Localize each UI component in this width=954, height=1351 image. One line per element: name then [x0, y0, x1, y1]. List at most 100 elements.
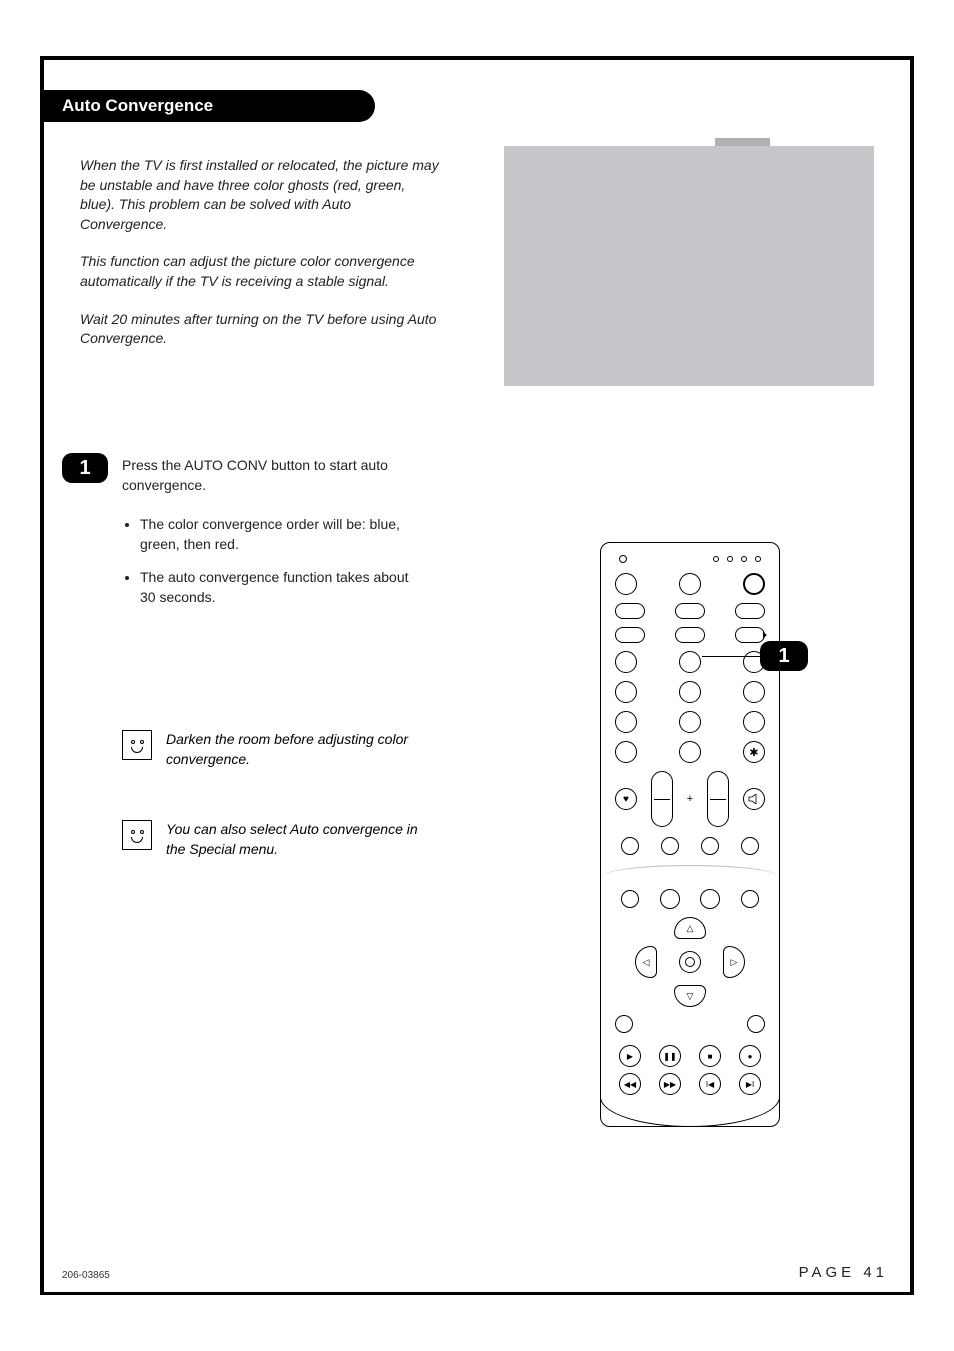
- section-title: Auto Convergence: [62, 96, 213, 116]
- page-number: PAGE 41: [799, 1264, 888, 1281]
- remote-num-button[interactable]: [743, 711, 765, 733]
- remote-numpad-row: [615, 711, 765, 733]
- remote-row: [615, 889, 765, 909]
- remote-star-button[interactable]: ✱: [743, 741, 765, 763]
- callout-badge-1: 1: [760, 641, 808, 671]
- remote-bottom-curve: [600, 1097, 780, 1127]
- remote-illustration: ✱ ♥ +: [600, 542, 800, 1127]
- tip-icon: [122, 730, 152, 760]
- tip-1: Darken the room before adjusting color c…: [122, 730, 422, 769]
- remote-num-button[interactable]: [679, 711, 701, 733]
- callout-number: 1: [778, 645, 789, 668]
- document-number: 206-03865: [62, 1270, 110, 1281]
- dpad-down[interactable]: ▽: [674, 985, 706, 1007]
- callout-line: [702, 656, 760, 657]
- remote-top-dots: [615, 555, 765, 563]
- step-number: 1: [79, 457, 90, 480]
- remote-numpad-row: [615, 681, 765, 703]
- remote-num-button[interactable]: [615, 651, 637, 673]
- remote-body: ✱ ♥ +: [600, 542, 780, 1127]
- remote-button[interactable]: [661, 837, 679, 855]
- pause-button[interactable]: ❚❚: [659, 1045, 681, 1067]
- remote-button[interactable]: [741, 837, 759, 855]
- remote-mute-button[interactable]: [743, 788, 765, 810]
- remote-power-button[interactable]: [743, 573, 765, 595]
- remote-button[interactable]: [615, 603, 645, 619]
- remote-channel-rocker[interactable]: [707, 771, 729, 827]
- step-bullets: The color convergence order will be: blu…: [122, 515, 422, 607]
- remote-button[interactable]: [615, 573, 637, 595]
- remote-num-button[interactable]: [615, 681, 637, 703]
- step-bullet-2: The auto convergence function takes abou…: [140, 568, 422, 607]
- step-content: Press the AUTO CONV button to start auto…: [122, 456, 422, 622]
- intro-p1: When the TV is first installed or reloca…: [80, 156, 440, 234]
- fwd-button[interactable]: ▶▶: [659, 1073, 681, 1095]
- record-button[interactable]: ●: [739, 1045, 761, 1067]
- stop-button[interactable]: ■: [699, 1045, 721, 1067]
- step-badge-1: 1: [62, 453, 108, 483]
- remote-playback-row: ◀◀ ▶▶ I◀ ▶I: [615, 1073, 765, 1095]
- dpad-up[interactable]: △: [674, 917, 706, 939]
- remote-button[interactable]: [675, 603, 705, 619]
- plus-icon: +: [687, 793, 693, 805]
- page-border-bottom: [40, 1292, 910, 1295]
- remote-num-button[interactable]: [679, 651, 701, 673]
- step-instruction: Press the AUTO CONV button to start auto…: [122, 456, 422, 495]
- remote-autoconv-button[interactable]: [735, 627, 765, 643]
- remote-button[interactable]: [615, 1015, 633, 1033]
- remote-volume-rocker[interactable]: [651, 771, 673, 827]
- remote-fav-button[interactable]: ♥: [615, 788, 637, 810]
- dpad-left[interactable]: ◁: [635, 946, 657, 978]
- remote-num-button[interactable]: [615, 741, 637, 763]
- remote-num-button[interactable]: [743, 681, 765, 703]
- remote-num-button[interactable]: [679, 741, 701, 763]
- prev-button[interactable]: I◀: [699, 1073, 721, 1095]
- remote-dot: [755, 556, 761, 562]
- remote-button[interactable]: [675, 627, 705, 643]
- remote-num-button[interactable]: [679, 681, 701, 703]
- remote-button[interactable]: [700, 889, 720, 909]
- remote-dot: [727, 556, 733, 562]
- remote-rocker-row: ♥ +: [615, 771, 765, 827]
- remote-num-button[interactable]: [615, 711, 637, 733]
- remote-button[interactable]: [621, 837, 639, 855]
- intro-text: When the TV is first installed or reloca…: [80, 156, 440, 367]
- tv-screenshot-placeholder: [504, 146, 874, 386]
- remote-numpad-row: [615, 651, 765, 673]
- remote-button[interactable]: [741, 890, 759, 908]
- remote-button[interactable]: [701, 837, 719, 855]
- play-button[interactable]: ▶: [619, 1045, 641, 1067]
- intro-p3: Wait 20 minutes after turning on the TV …: [80, 310, 440, 349]
- remote-numpad-row: ✱: [615, 741, 765, 763]
- next-button[interactable]: ▶I: [739, 1073, 761, 1095]
- remote-dot: [619, 555, 627, 563]
- dpad-right[interactable]: ▷: [723, 946, 745, 978]
- remote-row: [615, 603, 765, 619]
- remote-button[interactable]: [747, 1015, 765, 1033]
- remote-row-autoconv: [615, 627, 765, 643]
- tip-icon: [122, 820, 152, 850]
- remote-button[interactable]: [660, 889, 680, 909]
- remote-row: [615, 1015, 765, 1033]
- remote-dot: [741, 556, 747, 562]
- page-footer: 206-03865 PAGE 41: [62, 1264, 888, 1281]
- remote-button[interactable]: [615, 627, 645, 643]
- remote-dpad: △ ▽ ◁ ▷: [635, 917, 745, 1007]
- rewind-button[interactable]: ◀◀: [619, 1073, 641, 1095]
- intro-p2: This function can adjust the picture col…: [80, 252, 440, 291]
- step-bullet-1: The color convergence order will be: blu…: [140, 515, 422, 554]
- remote-playback-row: ▶ ❚❚ ■ ●: [615, 1045, 765, 1067]
- remote-row: [615, 573, 765, 595]
- remote-dot: [713, 556, 719, 562]
- remote-row: [615, 837, 765, 855]
- dpad-ok[interactable]: [679, 951, 701, 973]
- remote-button[interactable]: [735, 603, 765, 619]
- page-frame: Auto Convergence When the TV is first in…: [40, 56, 914, 1295]
- remote-divider: [601, 865, 779, 877]
- remote-button[interactable]: [621, 890, 639, 908]
- tip-1-text: Darken the room before adjusting color c…: [166, 730, 422, 769]
- remote-button[interactable]: [679, 573, 701, 595]
- tip-2-text: You can also select Auto convergence in …: [166, 820, 422, 859]
- section-header: Auto Convergence: [40, 90, 375, 122]
- tip-2: You can also select Auto convergence in …: [122, 820, 422, 859]
